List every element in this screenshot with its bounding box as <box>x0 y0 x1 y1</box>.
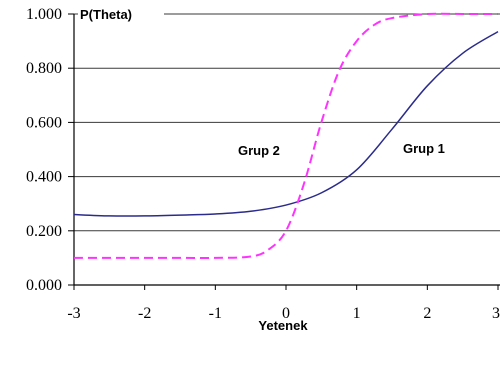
x-tick-label: 0 <box>282 305 290 322</box>
x-tick-label: 3 <box>492 305 500 322</box>
series-line-1 <box>73 30 499 217</box>
series-line-2 <box>74 12 498 260</box>
y-tick-label: 1.000 <box>26 6 62 23</box>
x-tick-label: 1 <box>353 305 361 322</box>
y-tick-label: 0.400 <box>26 169 62 186</box>
y-tick-label: 0.200 <box>26 223 62 240</box>
y-axis-title-background <box>78 6 164 23</box>
x-tick-label: -1 <box>209 305 222 322</box>
y-tick-label: 0.600 <box>26 114 62 131</box>
y-tick-label: 0.800 <box>26 60 62 77</box>
x-tick-label: -2 <box>138 305 151 322</box>
x-axis-title: Yetenek <box>258 318 308 333</box>
series-label-2: Grup 2 <box>238 143 280 158</box>
y-axis-title: P(Theta) <box>80 7 132 22</box>
x-tick-label: -3 <box>67 305 80 322</box>
x-tick-label: 2 <box>423 305 431 322</box>
y-tick-label: 0.000 <box>26 277 62 294</box>
series-label-1: Grup 1 <box>403 141 445 156</box>
